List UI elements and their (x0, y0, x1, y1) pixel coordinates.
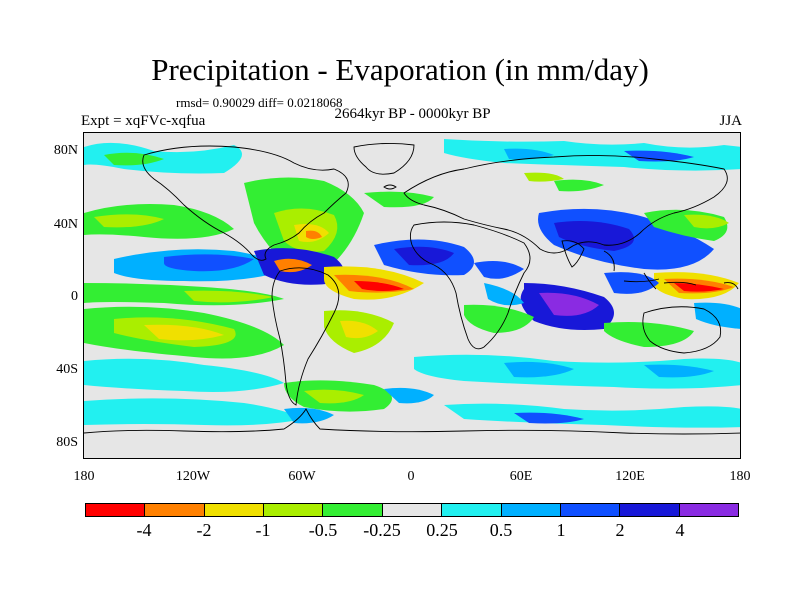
field-patch (444, 139, 740, 171)
colorbar-box (323, 504, 383, 516)
field-patch (504, 361, 574, 378)
lat-label: 80S (56, 435, 78, 450)
colorbar-box (264, 504, 324, 516)
field-patch (394, 246, 454, 266)
field-patch (604, 322, 694, 347)
lon-label: 120W (175, 469, 211, 484)
season-label: JJA (719, 113, 742, 129)
field-patch (184, 290, 274, 303)
field-patch (164, 254, 254, 272)
colorbar-box (679, 504, 738, 516)
lat-label: 40N (53, 217, 78, 232)
field-patch (474, 261, 524, 279)
colorbar-label: 1 (556, 520, 566, 540)
colorbar-label: -2 (196, 520, 212, 540)
colorbar-label: -4 (136, 520, 152, 540)
colorbar-box (560, 504, 621, 516)
field-patch (144, 324, 224, 341)
colorbar-label: -0.25 (363, 520, 401, 540)
field-patch (306, 230, 322, 239)
colorbar-box (501, 504, 561, 516)
field-patch (444, 403, 740, 428)
colorbar-box (86, 504, 146, 516)
period-label: 2664kyr BP - 0000kyr BP (334, 106, 491, 122)
field-patch (464, 304, 534, 333)
field-patch (274, 258, 312, 273)
colorbar-box (620, 504, 680, 516)
field-patch (84, 142, 242, 174)
experiment-label: Expt = xqFVc-xqfua (81, 113, 206, 129)
field-patch (539, 292, 599, 316)
lat-label: 0 (71, 289, 78, 304)
map-canvas (84, 133, 740, 458)
field-patch (414, 354, 740, 389)
field-patch (504, 148, 554, 160)
field-patch (644, 364, 714, 378)
field-patch (84, 398, 304, 426)
field-patch (104, 152, 164, 166)
lon-label: 60E (509, 469, 533, 484)
stats-line: rmsd= 0.90029 diff= 0.0218068 (176, 95, 343, 110)
field-patch (604, 272, 659, 294)
colorbar (85, 503, 739, 517)
colorbar-label: 2 (615, 520, 625, 540)
field-patch (354, 281, 404, 291)
lat-label: 80N (53, 143, 78, 158)
colorbar-label: -0.5 (308, 520, 338, 540)
field-patch (694, 302, 740, 329)
field-patch (484, 283, 524, 306)
colorbar-box (442, 504, 502, 516)
field-patch (554, 221, 634, 251)
field-patch (94, 214, 164, 228)
colorbar-label: 0.25 (426, 520, 458, 540)
field-patch (674, 283, 724, 292)
colorbar-label: -1 (255, 520, 271, 540)
field-patch (554, 179, 604, 192)
lat-label: 40S (56, 362, 78, 377)
field-patch (340, 320, 378, 339)
field-patch (364, 191, 434, 208)
coastlines (84, 142, 740, 435)
map-panel (83, 132, 741, 459)
map-title: Precipitation - Evaporation (in mm/day) (151, 52, 649, 87)
colorbar-label: 0.5 (489, 520, 513, 540)
lon-label: 0 (407, 469, 415, 484)
lon-label: 60W (288, 469, 316, 484)
colorbar-box (382, 504, 443, 516)
field-patch (84, 358, 284, 392)
field-patch (304, 389, 364, 404)
colorbar-box (145, 504, 205, 516)
field-patch (624, 150, 694, 162)
field-patch (524, 172, 564, 182)
field-patch (684, 214, 729, 229)
lon-label: 120E (615, 469, 645, 484)
lon-label: 180 (729, 469, 751, 484)
lon-label: 180 (73, 469, 95, 484)
field-patch (384, 387, 434, 404)
field-patch (514, 412, 584, 424)
colorbar-box (204, 504, 265, 516)
field-patch (84, 204, 234, 239)
colorbar-label: 4 (675, 520, 685, 540)
